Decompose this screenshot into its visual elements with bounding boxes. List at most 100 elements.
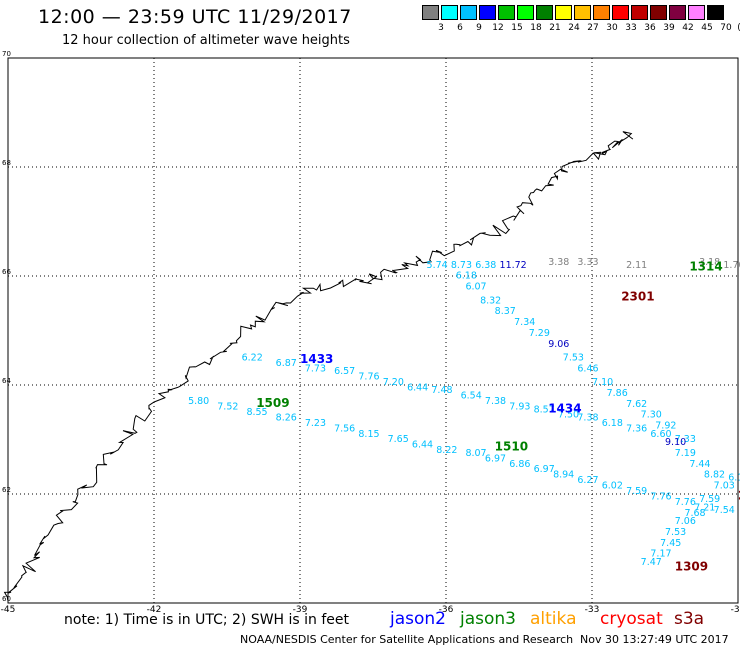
swh-value: 7.36 <box>626 423 647 434</box>
track-time-label: 1510 <box>495 439 528 453</box>
swh-value: 6.27 <box>577 475 598 486</box>
legend-s3a: s3a <box>674 609 705 629</box>
track-time-label: 1314 <box>689 260 722 274</box>
swh-value: 7.30 <box>641 410 662 421</box>
map-title: 12:00 — 23:59 UTC 11/29/2017 <box>38 6 352 28</box>
swh-value: 7.29 <box>529 328 550 339</box>
swh-value: 8.73 <box>451 260 472 271</box>
swh-value: 8.37 <box>495 306 516 317</box>
created-time: Nov 30 13:27:49 UTC 2017 <box>580 633 729 646</box>
swh-value: 7.34 <box>514 317 535 328</box>
track-time-label: 1434 <box>548 401 581 415</box>
swh-value: 6.18 <box>456 271 477 282</box>
scale-unit: (ft) <box>734 23 740 33</box>
scale-swatch <box>688 5 705 20</box>
swh-value: 7.06 <box>675 516 696 527</box>
swh-value: 7.86 <box>607 388 628 399</box>
scale-swatch <box>517 5 534 20</box>
scale-swatch <box>631 5 648 20</box>
swh-value: 6.07 <box>465 282 486 293</box>
swh-value: 11.72 <box>500 260 527 271</box>
swh-value: 7.38 <box>577 412 598 423</box>
swh-value: 8.94 <box>553 470 574 481</box>
swh-value: 7.03 <box>714 481 735 492</box>
scale-swatch <box>479 5 496 20</box>
swh-value: 7.53 <box>563 352 584 363</box>
scale-label: 24 <box>568 23 580 33</box>
scale-label: 18 <box>530 23 542 33</box>
swh-value: 7.33 <box>675 434 696 445</box>
scale-label: 30 <box>606 23 618 33</box>
swh-value: 6.87 <box>276 358 297 369</box>
legend-altika: altika <box>530 609 577 629</box>
swh-value: 7.59 <box>626 486 647 497</box>
swh-value: 7.62 <box>626 399 647 410</box>
swh-value: 7.44 <box>689 459 710 470</box>
swh-value: 3.33 <box>577 257 598 268</box>
swh-value: 8.82 <box>704 470 725 481</box>
swh-value: 2.11 <box>626 260 647 271</box>
track-time-label: 2300 <box>738 488 740 502</box>
scale-label: 21 <box>549 23 561 33</box>
track-time-label: 1509 <box>256 396 289 410</box>
swh-value: 7.92 <box>655 421 676 432</box>
swh-value: 7.93 <box>509 402 530 413</box>
swh-value: 6.22 <box>242 352 263 363</box>
scale-label: 36 <box>644 23 656 33</box>
latitude-tick-label: 60 <box>2 595 11 603</box>
latitude-tick-label: 68 <box>2 159 11 167</box>
scale-label: 12 <box>492 23 504 33</box>
swh-value: 7.23 <box>305 418 326 429</box>
satellite-track: 6.54 7.38 7.93 8.57 7.507.38 6.18 7.36 6.60 7.33… <box>461 391 696 446</box>
scale-swatch <box>650 5 667 20</box>
swh-value: 6.60 <box>650 429 671 440</box>
satellite-track: 5.748.736.3811.723.383.332.113.181.707.2… <box>427 257 740 274</box>
track-time-label: 1309 <box>675 559 708 573</box>
latitude-tick-label: 62 <box>2 486 11 494</box>
scale-swatch <box>612 5 629 20</box>
swh-value: 6.46 <box>577 363 598 374</box>
swh-value: 7.17 <box>650 549 671 560</box>
swh-value: 8.26 <box>276 412 297 423</box>
scale-label: 15 <box>511 23 523 33</box>
swh-value: 7.50 <box>558 410 579 421</box>
legend-cryosat: cryosat <box>600 609 663 629</box>
swh-value: 7.52 <box>217 402 238 413</box>
swh-value: 7.65 <box>388 434 409 445</box>
swh-value: 9.06 <box>548 339 569 350</box>
scale-label: 70 <box>720 23 732 33</box>
swh-value: 7.76 <box>358 372 379 383</box>
swh-value: 7.59 <box>699 494 720 505</box>
scale-swatch <box>555 5 572 20</box>
swh-value: 7.73 <box>305 363 326 374</box>
scale-swatch <box>574 5 591 20</box>
latitude-tick-label: 66 <box>2 268 11 276</box>
legend-jason3: jason3 <box>460 609 516 629</box>
swh-value: 5.74 <box>427 260 448 271</box>
scale-label: 33 <box>625 23 637 33</box>
swh-value: 7.53 <box>665 527 686 538</box>
track-time-label: 1433 <box>300 352 333 366</box>
swh-value: 6.97 <box>485 453 506 464</box>
scale-label: 27 <box>587 23 599 33</box>
credit-text: NOAA/NESDIS Center for Satellite Applica… <box>240 633 574 646</box>
latitude-tick-label: 70 <box>2 50 11 58</box>
swh-value: 6.57 <box>334 366 355 377</box>
longitude-tick-label: -36 <box>439 605 454 615</box>
scale-swatch <box>536 5 553 20</box>
track-time-label: 2301 <box>621 290 654 304</box>
swh-value: 6.86 <box>509 459 530 470</box>
swh-value: 6.54 <box>461 391 482 402</box>
scale-label: 9 <box>476 23 482 33</box>
swh-value: 7.21 <box>694 502 715 513</box>
swh-value: 7.76 <box>675 497 696 508</box>
latitude-tick-label: 64 <box>2 377 11 385</box>
satellite-track: 8.076.97 6.86 6.978.94 6.27 6.02 7.59 7.76 7.76… <box>465 439 715 513</box>
satellite-track: 5.80 7.52 8.55 8.26 7.23 7.56 8.15 7.65 6.44 8.22… <box>188 396 457 456</box>
longitude-tick-label: -33 <box>585 605 600 615</box>
swh-value: 6.02 <box>602 481 623 492</box>
satellite-track: 7.597.547.687.067.537.457.177.476.326.39… <box>641 472 740 567</box>
swh-value: 7.76 <box>650 491 671 502</box>
longitude-tick-label: -39 <box>293 605 308 615</box>
scale-swatch <box>498 5 515 20</box>
